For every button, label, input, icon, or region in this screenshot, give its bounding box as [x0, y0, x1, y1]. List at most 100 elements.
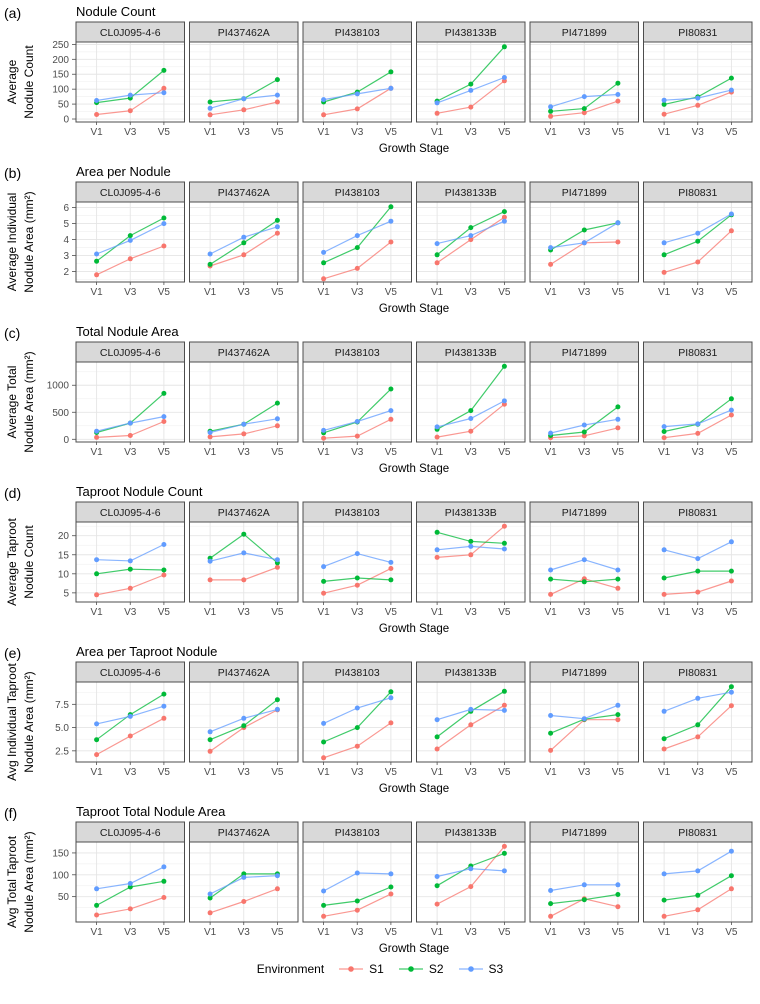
x-tick-label: V5	[725, 927, 738, 938]
legend-label-s3: S3	[488, 962, 504, 976]
x-tick-label: V1	[544, 447, 557, 458]
x-tick-label: V1	[90, 767, 103, 778]
x-tick-label: V5	[498, 127, 511, 138]
data-point-S1	[321, 435, 327, 441]
data-point-S2	[581, 429, 587, 435]
data-point-S3	[548, 567, 554, 573]
facet-strip	[416, 341, 526, 363]
data-point-S3	[354, 870, 360, 876]
data-point-S3	[501, 75, 507, 80]
facet-strip-label: PI471899	[562, 27, 607, 39]
facet-strip-label: PI437462A	[218, 27, 270, 39]
data-point-S1	[274, 886, 280, 892]
x-tick-label: V1	[658, 767, 671, 778]
data-point-S1	[728, 412, 734, 418]
facet-strip	[416, 181, 526, 203]
data-point-S2	[728, 684, 734, 690]
x-axis-label: Growth Stage	[379, 463, 449, 475]
facet-strip-label: PI437462A	[218, 187, 270, 199]
legend-item-s2: S2	[398, 962, 444, 976]
data-point-S2	[434, 529, 440, 535]
data-point-S1	[615, 425, 621, 431]
data-point-S2	[354, 898, 360, 904]
y-axis-label: Nodule Area (mm²)	[22, 191, 36, 292]
facet-strip-label: CL0J095-4-6	[100, 187, 161, 199]
y-tick-label: 20	[58, 531, 70, 542]
data-point-S2	[434, 883, 440, 889]
data-point-S1	[615, 717, 621, 723]
data-point-S2	[581, 106, 587, 112]
x-tick-label: V5	[725, 287, 738, 298]
data-point-S3	[434, 100, 440, 106]
data-point-S1	[468, 722, 474, 728]
data-point-S3	[661, 547, 667, 553]
data-point-S1	[127, 108, 133, 114]
x-tick-label: V1	[544, 607, 557, 618]
legend-key-s2	[398, 966, 423, 972]
facet-strip-label: PI438133B	[445, 507, 497, 519]
x-tick-label: V5	[385, 767, 398, 778]
x-tick-label: V3	[238, 287, 251, 298]
data-point-S3	[434, 241, 440, 247]
data-point-S1	[661, 435, 667, 441]
data-point-S1	[241, 577, 247, 583]
data-point-S3	[161, 90, 167, 96]
x-tick-label: V1	[658, 927, 671, 938]
facet-strip	[302, 821, 412, 843]
y-axis-label: Average	[5, 59, 19, 104]
data-point-S3	[161, 221, 167, 227]
data-point-S2	[434, 252, 440, 258]
x-tick-label: V1	[431, 447, 444, 458]
data-point-S3	[388, 408, 394, 414]
panel-e-area-per-taproot-nodule: (e) Area per Taproot Nodule Avg Individual…	[0, 640, 760, 800]
data-point-S3	[728, 539, 734, 545]
x-tick-label: V5	[271, 127, 284, 138]
data-point-S3	[615, 416, 621, 422]
x-tick-label: V3	[124, 607, 137, 618]
data-point-S3	[94, 251, 100, 257]
data-point-S1	[388, 239, 394, 245]
y-axis-label: Nodule Area (mm²)	[22, 671, 36, 772]
data-point-S2	[661, 252, 667, 258]
data-point-S2	[274, 217, 280, 223]
data-point-S3	[695, 695, 701, 701]
data-point-S2	[388, 204, 394, 210]
facet-strip-label: PI438133B	[445, 27, 497, 39]
panel-tag: (c)	[4, 325, 20, 341]
data-point-S3	[241, 96, 247, 102]
data-point-S1	[728, 228, 734, 234]
data-point-S1	[615, 585, 621, 591]
y-axis-label: Nodule Count	[22, 45, 36, 119]
facet-strip	[189, 821, 299, 843]
data-point-S1	[274, 99, 280, 105]
data-point-S1	[661, 591, 667, 597]
panel-tag: (e)	[4, 645, 21, 661]
data-point-S1	[127, 256, 133, 262]
data-point-S3	[615, 220, 621, 226]
y-tick-label: 6	[63, 203, 69, 214]
data-point-S1	[161, 419, 167, 424]
facet-strip-label: PI437462A	[218, 827, 270, 839]
x-tick-label: V5	[271, 287, 284, 298]
data-point-S2	[501, 850, 507, 856]
y-axis-label: Avg Individual Taproot	[5, 663, 19, 781]
y-axis-label: Nodule Count	[22, 525, 36, 599]
data-point-S3	[661, 708, 667, 714]
data-point-S3	[501, 218, 507, 224]
data-point-S3	[127, 420, 133, 426]
x-tick-label: V1	[204, 767, 217, 778]
y-tick-label: 15	[58, 550, 70, 561]
facet-strip-label: PI438103	[335, 27, 380, 39]
x-tick-label: V1	[90, 447, 103, 458]
data-point-S3	[321, 888, 327, 894]
y-tick-label: 500	[52, 408, 69, 419]
facet-strip-label: PI471899	[562, 507, 607, 519]
data-point-S3	[501, 707, 507, 713]
facet-strip-label: PI438133B	[445, 187, 497, 199]
data-point-S3	[388, 218, 394, 224]
data-point-S1	[241, 252, 247, 258]
data-point-S3	[388, 871, 394, 877]
data-point-S1	[548, 113, 554, 119]
data-point-S1	[615, 904, 621, 910]
data-point-S2	[695, 892, 701, 898]
